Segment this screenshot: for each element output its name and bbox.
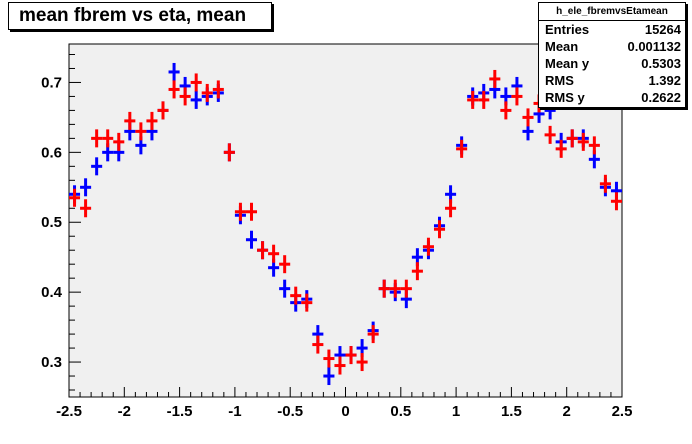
series-red (69, 69, 622, 375)
stats-box: h_ele_fbremvsEtamean Entries 15264 Mean … (538, 2, 686, 108)
data-point (467, 90, 479, 109)
data-point (245, 202, 258, 221)
data-point (599, 174, 611, 193)
x-tick-label: -0.5 (277, 403, 303, 420)
stats-value: 0.2622 (641, 90, 681, 105)
data-point (610, 192, 622, 211)
stats-row-mean: Mean 0.001132 (539, 38, 685, 55)
data-point (135, 122, 147, 141)
data-point (323, 349, 335, 368)
data-point (179, 87, 191, 106)
data-point (356, 353, 368, 372)
data-point (334, 356, 346, 375)
data-point (478, 90, 490, 109)
data-point (422, 237, 434, 256)
data-point (588, 136, 600, 155)
stats-row-entries: Entries 15264 (539, 21, 685, 38)
data-point (500, 101, 512, 120)
data-point (566, 129, 578, 148)
data-point (168, 62, 180, 81)
stats-value: 15264 (644, 22, 681, 37)
y-tick-label: 0.6 (41, 144, 62, 161)
stats-row-rms-y: RMS y 0.2622 (539, 89, 685, 106)
data-point (290, 286, 302, 305)
data-point (268, 244, 280, 263)
data-point (257, 241, 269, 260)
data-point (279, 279, 291, 298)
y-tick-label: 0.5 (41, 214, 62, 231)
data-point (91, 129, 103, 148)
data-points (69, 62, 622, 386)
y-tick-label: 0.3 (41, 354, 62, 371)
data-point (389, 279, 401, 298)
stats-label: Mean (545, 39, 579, 54)
data-point (378, 279, 390, 298)
x-tick-label: -1.5 (167, 403, 193, 420)
data-point (577, 132, 589, 151)
data-point (301, 293, 313, 312)
stats-value: 1.392 (648, 73, 681, 88)
y-tick-label: 0.4 (41, 284, 63, 301)
x-tick-label: 0.5 (390, 403, 411, 420)
data-point (345, 346, 357, 365)
data-point (522, 108, 534, 127)
data-point (555, 139, 567, 158)
data-point (168, 80, 180, 99)
data-point (400, 279, 412, 298)
x-tick-label: 2 (563, 403, 571, 420)
x-tick-label: -2.5 (56, 403, 82, 420)
data-point (146, 111, 158, 130)
y-tick-label: 0.7 (41, 74, 62, 91)
data-point (69, 188, 81, 207)
data-point (312, 335, 324, 354)
data-point (279, 255, 291, 274)
data-point (124, 111, 136, 130)
data-point (80, 199, 92, 218)
x-tick-label: -1 (228, 403, 241, 420)
data-point (234, 202, 246, 221)
data-point (456, 139, 468, 158)
chart-title: mean fbrem vs eta, mean (8, 2, 272, 30)
stats-row-rms: RMS 1.392 (539, 72, 685, 89)
stats-label: RMS y (545, 90, 585, 105)
data-point (80, 178, 92, 197)
data-point (489, 69, 501, 88)
data-point (113, 132, 125, 151)
data-point (411, 262, 423, 281)
data-point (367, 325, 379, 344)
stats-label: Mean y (545, 56, 590, 71)
x-tick-label: -2 (118, 403, 131, 420)
x-tick-label: 2.5 (612, 403, 633, 420)
data-point (190, 90, 202, 109)
stats-label: Entries (545, 22, 590, 37)
data-point (223, 143, 235, 162)
stats-row-mean-y: Mean y 0.5303 (539, 55, 685, 72)
x-tick-label: 1 (452, 403, 460, 420)
data-point (245, 230, 258, 249)
plot-frame (68, 43, 623, 398)
data-point (323, 367, 335, 386)
data-point (190, 73, 202, 92)
axes: -2.5 -2 -1.5 -1 -0.5 0 0.5 1 1.5 2 2.5 0.3 0.4 0.5 0.6… (41, 53, 633, 420)
stats-value: 0.001132 (627, 39, 681, 54)
data-point (157, 101, 169, 120)
data-point (544, 125, 556, 144)
data-point (212, 80, 224, 99)
data-point (511, 87, 523, 106)
data-point (91, 157, 103, 176)
x-tick-label: 0 (341, 403, 349, 420)
stats-value: 0.5303 (641, 56, 681, 71)
data-point (201, 83, 213, 102)
stats-histogram-name: h_ele_fbremvsEtamean (539, 3, 685, 21)
data-point (102, 129, 114, 148)
data-point (433, 220, 446, 239)
stats-label: RMS (545, 73, 574, 88)
data-point (445, 199, 457, 218)
x-tick-label: 1.5 (501, 403, 522, 420)
